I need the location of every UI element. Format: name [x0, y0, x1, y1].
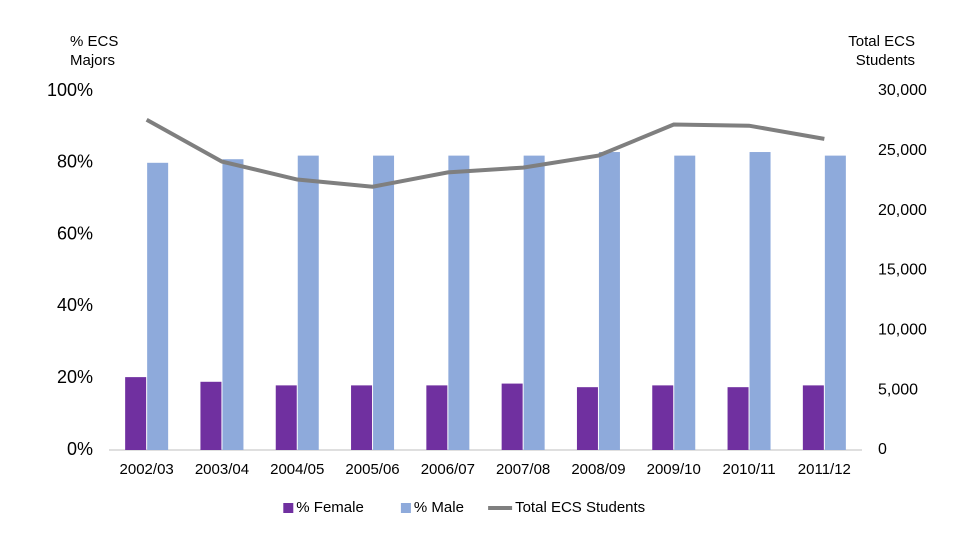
- bar: [426, 385, 448, 450]
- y-tick-label: 60%: [57, 223, 93, 243]
- line: [145, 117, 825, 189]
- y2-tick-label: 25,000: [878, 142, 927, 159]
- bar: [448, 155, 470, 450]
- y-tick-label: 0%: [67, 439, 93, 459]
- y2-axis-title: Students: [856, 52, 915, 69]
- bar: [523, 155, 545, 450]
- bar: [351, 385, 373, 450]
- legend-label: Total ECS Students: [515, 499, 645, 516]
- x-tick-label: 2009/10: [647, 461, 701, 478]
- bar: [222, 159, 244, 450]
- x-tick-label: 2004/05: [270, 461, 324, 478]
- bar: [674, 155, 696, 450]
- x-tick-label: 2011/12: [798, 461, 851, 478]
- legend-label: % Female: [296, 499, 364, 516]
- legend-label: % Male: [414, 499, 464, 516]
- bar: [824, 155, 846, 450]
- y2-tick-label: 5,000: [878, 381, 918, 398]
- bar: [200, 381, 222, 450]
- y-axis-title: Majors: [70, 52, 115, 69]
- bar: [749, 152, 771, 450]
- y-tick-label: 100%: [47, 80, 93, 100]
- bar: [727, 387, 749, 450]
- bar: [297, 155, 319, 450]
- y2-tick-label: 30,000: [878, 82, 927, 99]
- x-tick-label: 2003/04: [195, 461, 249, 478]
- y-tick-label: 20%: [57, 367, 93, 387]
- bar: [147, 162, 169, 451]
- x-tick-label: 2007/08: [496, 461, 550, 478]
- bar: [598, 152, 620, 450]
- x-tick-label: 2010/11: [722, 461, 775, 478]
- x-tick-label: 2008/09: [571, 461, 625, 478]
- bar: [373, 155, 395, 450]
- y2-tick-label: 0: [878, 441, 887, 458]
- y2-axis-title: Total ECS: [848, 33, 915, 50]
- bar: [125, 377, 147, 450]
- bar: [802, 385, 824, 450]
- y-tick-label: 40%: [57, 295, 93, 315]
- bar: [275, 385, 297, 450]
- x-tick-label: 2006/07: [421, 461, 475, 478]
- x-tick-label: 2005/06: [345, 461, 399, 478]
- x-tick-label: 2002/03: [120, 461, 174, 478]
- y2-tick-label: 15,000: [878, 262, 927, 279]
- bar: [652, 385, 674, 450]
- y-tick-label: 80%: [57, 152, 93, 172]
- bar: [501, 383, 523, 450]
- y2-tick-label: 20,000: [878, 202, 927, 219]
- legend-swatch: [400, 503, 411, 513]
- y2-tick-label: 10,000: [878, 322, 927, 339]
- y-axis-title: % ECS: [70, 33, 118, 50]
- bar: [576, 387, 598, 450]
- legend-swatch: [283, 503, 294, 513]
